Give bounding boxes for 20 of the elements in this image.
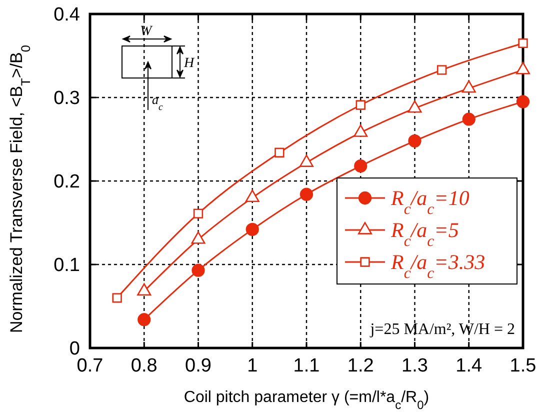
annotation: W [140, 24, 153, 39]
x-axis-title: Coil pitch parameter γ (=m/l*a$_{c}$/R$_{0}$) [184, 389, 430, 412]
x-tick-label: 1.5 [510, 355, 536, 376]
x-tick-label: 1.4 [456, 355, 483, 376]
x-tick-label: 1.1 [293, 355, 320, 376]
y-tick-label: 0.4 [54, 4, 80, 26]
legend-label: R$_{c}$/a$_{c}$=3.33 [390, 250, 486, 282]
x-tick-label: 1.3 [402, 355, 428, 376]
y-tick-label: 0.1 [54, 255, 80, 276]
legend-label: R$_{c}$/a$_{c}$=10 [390, 186, 470, 218]
annotation: H [183, 56, 195, 71]
annotation: a$_{c}$ [152, 92, 164, 112]
x-tick-label: 1.2 [347, 355, 374, 376]
x-tick-label: 0.9 [185, 355, 212, 376]
y-tick-label: 0.2 [54, 172, 80, 193]
x-tick-label: 1 [247, 355, 258, 376]
x-tick-label: 0.8 [130, 355, 158, 376]
legend-label: R$_{c}$/a$_{c}$=5 [390, 218, 459, 250]
y-tick-label: 0.3 [54, 88, 80, 110]
annotation: j=25 MA/m², W/H = 2 [369, 321, 515, 338]
